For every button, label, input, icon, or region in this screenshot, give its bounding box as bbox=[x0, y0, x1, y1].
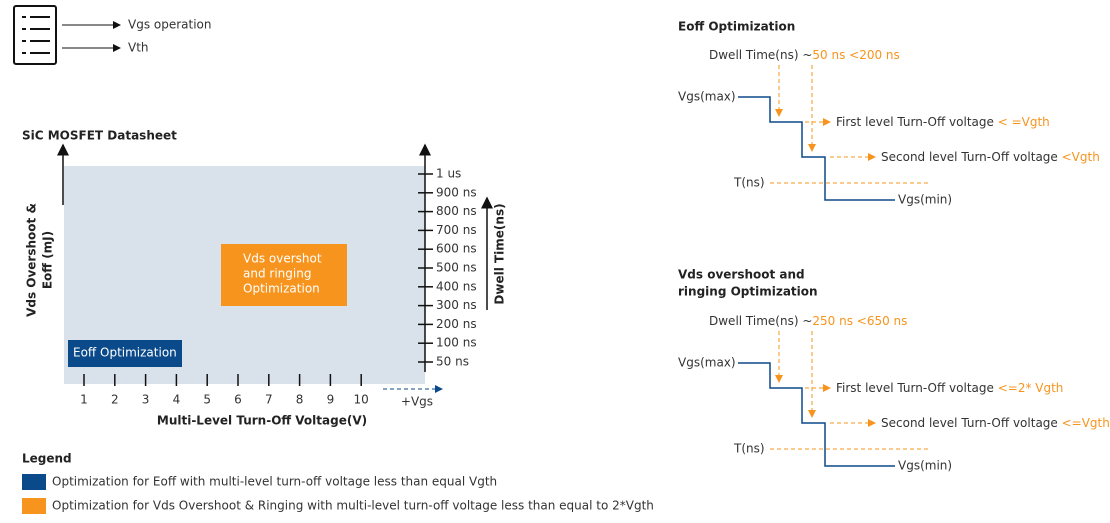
legend-swatch bbox=[22, 474, 46, 490]
dwell-range: 50 ns <200 ns bbox=[812, 48, 899, 62]
x-tick-label: 10 bbox=[354, 393, 369, 407]
diagram-heading: Vds overshoot and bbox=[678, 268, 805, 282]
menu-item: Vgs operation bbox=[128, 18, 212, 32]
second-level-limit: <Vgth bbox=[1062, 150, 1100, 164]
x-tick-label: 5 bbox=[203, 393, 211, 407]
diagram-heading: ringing Optimization bbox=[678, 285, 818, 299]
x-tick-label: 6 bbox=[234, 393, 242, 407]
menu-item: Vth bbox=[128, 41, 149, 55]
second-level-text: Second level Turn-Off voltage bbox=[881, 416, 1062, 430]
legend-swatch bbox=[22, 498, 46, 514]
t-label: T(ns) bbox=[733, 442, 765, 456]
waveform: Dwell Time(ns) ~250 ns <650 ns Vgs(max) Vg… bbox=[678, 314, 1110, 473]
vgs-min: Vgs(min) bbox=[898, 459, 952, 473]
right-tick-label: 500 ns bbox=[436, 261, 477, 275]
dwell-range: 250 ns <650 ns bbox=[812, 314, 907, 328]
waveform-line bbox=[738, 362, 895, 467]
vgs-max: Vgs(max) bbox=[678, 356, 736, 370]
x-tick-label: 4 bbox=[173, 393, 181, 407]
region-label: Optimization bbox=[243, 282, 320, 296]
x-tick-label: 9 bbox=[327, 393, 335, 407]
x-tick-label: 7 bbox=[265, 393, 273, 407]
right-tick-label: 800 ns bbox=[436, 204, 477, 218]
right-tick-label: 300 ns bbox=[436, 298, 477, 312]
x-ticks: 1 2 3 4 5 6 7 8 9 10 bbox=[80, 374, 369, 407]
second-level-limit: <=Vgth bbox=[1062, 416, 1110, 430]
legend-item: Optimization for Vds Overshoot & Ringing… bbox=[52, 499, 654, 513]
dwell-text: Dwell Time(ns) ~ bbox=[709, 314, 812, 328]
menu-icon bbox=[13, 5, 57, 65]
x-tick-label: 3 bbox=[142, 393, 150, 407]
region-label: Eoff Optimization bbox=[73, 346, 177, 360]
dwell-label: Dwell Time(ns) ~250 ns <650 ns bbox=[709, 314, 907, 328]
waveform: Dwell Time(ns) ~50 ns <200 ns Vgs(max) Vgs… bbox=[678, 48, 1100, 207]
vds-region bbox=[221, 244, 347, 306]
right-axis-label: Dwell Time(ns) bbox=[493, 203, 507, 304]
first-level-text: First level Turn-Off voltage bbox=[836, 381, 998, 395]
right-ticks: 1 us 900 ns 800 ns 700 ns 600 ns 500 ns 400 ns… bbox=[418, 167, 477, 369]
right-tick-label: 600 ns bbox=[436, 242, 477, 256]
x-arrow-label: +Vgs bbox=[401, 395, 433, 409]
right-tick-label: 100 ns bbox=[436, 336, 477, 350]
dwell-label: Dwell Time(ns) ~50 ns <200 ns bbox=[709, 48, 900, 62]
eoff-region bbox=[68, 340, 182, 367]
right-tick-label: 400 ns bbox=[436, 279, 477, 293]
y-axis-label: Eoff (mJ) bbox=[41, 231, 55, 289]
vgs-max: Vgs(max) bbox=[678, 90, 736, 104]
x-tick-label: 2 bbox=[111, 393, 119, 407]
right-tick-label: 50 ns bbox=[436, 355, 469, 369]
x-tick-label: 8 bbox=[296, 393, 304, 407]
second-level: Second level Turn-Off voltage <=Vgth bbox=[881, 416, 1110, 430]
first-level-limit: < =Vgth bbox=[998, 115, 1050, 129]
x-tick-label: 1 bbox=[80, 393, 88, 407]
t-label: T(ns) bbox=[733, 176, 765, 190]
legend-title: Legend bbox=[22, 452, 72, 466]
diagram-heading: Eoff Optimization bbox=[678, 20, 795, 34]
second-level: Second level Turn-Off voltage <Vgth bbox=[881, 150, 1100, 164]
dwell-text: Dwell Time(ns) ~ bbox=[709, 48, 812, 62]
first-level-limit: <=2* Vgth bbox=[998, 381, 1064, 395]
right-tick-label: 900 ns bbox=[436, 185, 477, 199]
waveform-line bbox=[738, 96, 895, 201]
legend-item: Optimization for Eoff with multi-level t… bbox=[52, 475, 497, 489]
region-label: and ringing bbox=[243, 267, 311, 281]
right-tick-label: 700 ns bbox=[436, 223, 477, 237]
second-level-text: Second level Turn-Off voltage bbox=[881, 150, 1062, 164]
vgs-min: Vgs(min) bbox=[898, 193, 952, 207]
right-tick-label: 1 us bbox=[436, 167, 461, 181]
first-level: First level Turn-Off voltage <=2* Vgth bbox=[836, 381, 1063, 395]
first-level: First level Turn-Off voltage < =Vgth bbox=[836, 115, 1050, 129]
region-label: Vds overshot bbox=[243, 252, 322, 266]
right-tick-label: 200 ns bbox=[436, 317, 477, 331]
y-axis-label: Vds Overshoot & bbox=[25, 203, 39, 317]
x-axis-label: Multi-Level Turn-Off Voltage(V) bbox=[157, 414, 367, 428]
chart-title: SiC MOSFET Datasheet bbox=[22, 129, 177, 143]
first-level-text: First level Turn-Off voltage bbox=[836, 115, 998, 129]
